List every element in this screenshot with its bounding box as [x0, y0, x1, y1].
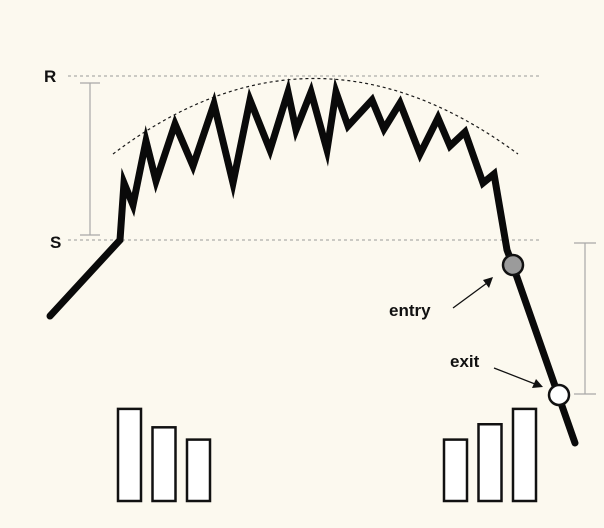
- support-label: S: [50, 233, 61, 252]
- entry-label: entry: [389, 301, 431, 320]
- price-line: [46, 77, 579, 447]
- volume-bar-right-3: [511, 407, 538, 503]
- volume-bars-left: [116, 407, 212, 503]
- target-distance-bracket: [574, 242, 596, 395]
- resistance-label: R: [44, 67, 56, 86]
- volume-bars-right: [442, 407, 538, 503]
- volume-bar-left-3: [185, 438, 212, 503]
- volume-bar-right-2: [477, 423, 503, 503]
- exit-arrow: [493, 367, 543, 388]
- pattern-height-bracket: [80, 82, 100, 236]
- entry-point-marker: [501, 253, 525, 277]
- volume-bar-right-1: [442, 438, 469, 503]
- volume-bar-left-2: [151, 426, 177, 503]
- rounded-top-arc: [112, 77, 519, 155]
- entry-arrow: [452, 277, 493, 309]
- volume-bar-left-1: [116, 407, 143, 503]
- exit-label: exit: [450, 352, 480, 371]
- exit-point-marker: [547, 383, 571, 407]
